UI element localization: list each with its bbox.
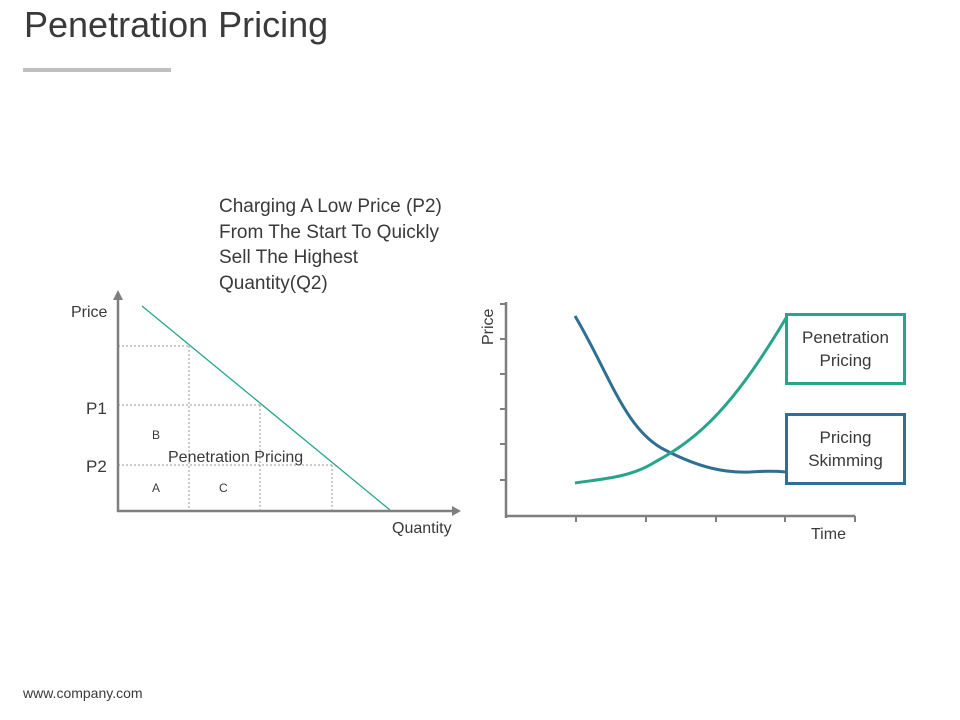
price-label-p1: P1: [86, 399, 107, 418]
area-label-a: A: [152, 481, 160, 495]
right-time-chart: Price Time: [480, 302, 856, 543]
legend-pricing-skimming: Pricing Skimming: [785, 413, 906, 485]
title-underline: [23, 68, 171, 72]
right-x-ticks: [575, 516, 856, 522]
price-label-p2: P2: [86, 457, 107, 476]
left-x-axis-arrow: [452, 506, 461, 516]
left-grid-lines: [118, 345, 333, 512]
legend-penetration-pricing: Penetration Pricing: [785, 313, 906, 385]
penetration-curve: [574, 317, 788, 485]
left-y-axis-label: Price: [71, 304, 108, 321]
region-label-penetration: Penetration Pricing: [168, 449, 303, 466]
skimming-curve: [573, 315, 787, 474]
demand-line: [141, 305, 391, 511]
right-y-ticks: [500, 303, 506, 481]
area-label-b: B: [152, 428, 160, 442]
left-demand-chart: Price Quantity P1 P2 B A C Penetration P…: [71, 290, 461, 537]
right-y-axis-label: Price: [480, 308, 497, 345]
left-x-axis-label: Quantity: [392, 520, 452, 537]
page-title: Penetration Pricing: [24, 4, 329, 45]
left-y-axis-arrow: [113, 290, 123, 300]
right-x-axis-label: Time: [811, 526, 846, 543]
area-label-c: C: [219, 481, 228, 495]
left-chart-caption: Charging A Low Price (P2) From The Start…: [219, 196, 442, 294]
footer-url: www.company.com: [23, 685, 143, 701]
